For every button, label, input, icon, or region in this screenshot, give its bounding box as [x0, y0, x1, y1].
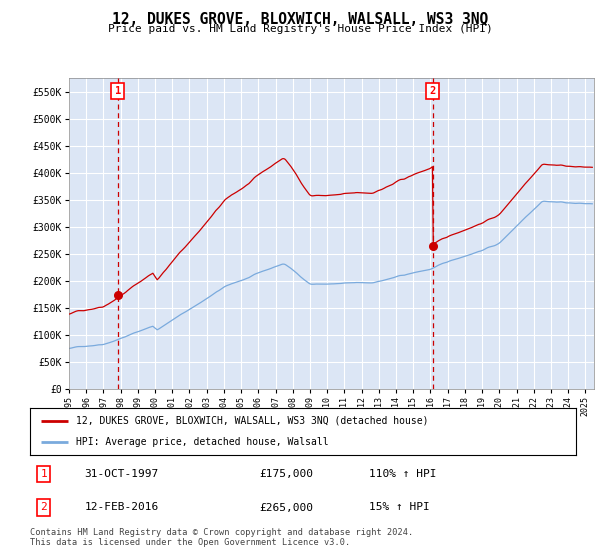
Text: 2: 2: [40, 502, 47, 512]
Text: 110% ↑ HPI: 110% ↑ HPI: [368, 469, 436, 479]
Text: 12-FEB-2016: 12-FEB-2016: [85, 502, 159, 512]
Text: HPI: Average price, detached house, Walsall: HPI: Average price, detached house, Wals…: [76, 437, 329, 447]
Text: 12, DUKES GROVE, BLOXWICH, WALSALL, WS3 3NQ: 12, DUKES GROVE, BLOXWICH, WALSALL, WS3 …: [112, 12, 488, 27]
Text: Contains HM Land Registry data © Crown copyright and database right 2024.
This d: Contains HM Land Registry data © Crown c…: [30, 528, 413, 547]
Text: 12, DUKES GROVE, BLOXWICH, WALSALL, WS3 3NQ (detached house): 12, DUKES GROVE, BLOXWICH, WALSALL, WS3 …: [76, 416, 429, 426]
Text: £175,000: £175,000: [259, 469, 313, 479]
Text: 2: 2: [430, 86, 436, 96]
Text: 15% ↑ HPI: 15% ↑ HPI: [368, 502, 429, 512]
Text: £265,000: £265,000: [259, 502, 313, 512]
Text: 31-OCT-1997: 31-OCT-1997: [85, 469, 159, 479]
Text: 1: 1: [40, 469, 47, 479]
Text: Price paid vs. HM Land Registry's House Price Index (HPI): Price paid vs. HM Land Registry's House …: [107, 24, 493, 34]
Text: 1: 1: [115, 86, 121, 96]
